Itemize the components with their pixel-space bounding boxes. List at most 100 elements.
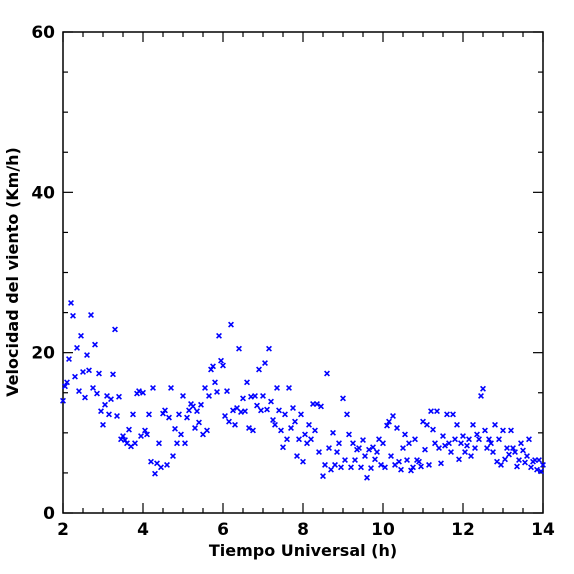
data-point (508, 427, 514, 434)
data-point (406, 440, 412, 447)
data-point (526, 436, 532, 443)
data-point (366, 446, 372, 453)
data-point (284, 436, 290, 443)
data-point (140, 389, 146, 396)
data-point (452, 436, 458, 443)
data-point (220, 362, 226, 369)
data-point (474, 431, 480, 438)
data-point (402, 431, 408, 438)
data-point (516, 457, 522, 464)
data-point (454, 421, 460, 428)
data-point (164, 461, 170, 468)
data-point (90, 384, 96, 391)
data-point (86, 367, 92, 374)
data-point (538, 468, 544, 475)
data-point (534, 466, 540, 473)
data-point (256, 366, 262, 373)
data-point (204, 427, 210, 434)
x-tick-label: 10 (371, 520, 395, 540)
data-point (146, 411, 152, 418)
data-point (210, 363, 216, 370)
data-point (400, 445, 406, 452)
data-point (232, 421, 238, 428)
data-point (388, 453, 394, 460)
data-point (278, 427, 284, 434)
data-point (118, 436, 124, 443)
data-point (282, 411, 288, 418)
data-point (160, 410, 166, 417)
data-point (98, 408, 104, 415)
data-point (330, 429, 336, 436)
data-point (336, 440, 342, 447)
data-point (254, 402, 260, 409)
y-axis-label: Velocidad del viento (Km/h) (3, 147, 22, 397)
data-point (304, 440, 310, 447)
data-point (296, 436, 302, 443)
data-point (228, 321, 234, 328)
data-point (286, 384, 292, 391)
data-point (70, 312, 76, 319)
data-point (360, 437, 366, 444)
data-point (80, 368, 86, 375)
tick-labels: 2 4 6 8 10 12 14 0 20 40 60 (31, 23, 555, 540)
data-point (122, 437, 128, 444)
data-point (158, 464, 164, 471)
data-point (224, 388, 230, 395)
data-point (248, 393, 254, 400)
data-point (464, 442, 470, 449)
data-point (466, 436, 472, 443)
data-point (300, 458, 306, 465)
data-point (186, 407, 192, 414)
data-point (352, 457, 358, 464)
data-point (290, 405, 296, 411)
data-point (442, 442, 448, 449)
data-point (490, 449, 496, 456)
data-point (136, 388, 142, 395)
data-point (418, 463, 424, 470)
data-point (450, 411, 456, 418)
data-point (514, 463, 520, 470)
data-point (108, 396, 114, 403)
data-point (226, 418, 232, 425)
data-point (222, 413, 228, 419)
x-tick-label: 6 (217, 520, 229, 540)
data-point (236, 345, 242, 352)
data-point (116, 393, 122, 400)
data-point (218, 357, 224, 364)
data-point (152, 470, 158, 477)
data-point (410, 464, 416, 471)
data-point (416, 458, 422, 465)
data-point (148, 458, 154, 465)
data-point (540, 461, 546, 468)
data-point (496, 436, 502, 443)
data-point (150, 384, 156, 391)
data-point (94, 390, 100, 397)
data-point (460, 433, 466, 440)
data-point (262, 360, 268, 367)
data-point (172, 425, 178, 432)
y-tick-label: 0 (43, 504, 55, 524)
data-point (288, 425, 294, 431)
data-point (234, 405, 240, 411)
data-point (74, 344, 80, 351)
data-point (200, 431, 206, 438)
data-point (504, 445, 510, 452)
data-point (408, 467, 414, 474)
data-point (270, 417, 276, 423)
data-point (480, 385, 486, 392)
data-point (212, 379, 218, 386)
data-point (432, 440, 438, 447)
data-point (458, 440, 464, 447)
data-point (428, 408, 434, 415)
data-point (112, 326, 118, 333)
data-point (176, 411, 182, 418)
y-tick-label: 40 (31, 183, 55, 203)
x-tick-label: 2 (57, 520, 69, 540)
data-point (364, 474, 370, 481)
data-point (126, 426, 132, 433)
data-point (436, 445, 442, 452)
data-point (478, 392, 484, 399)
data-point (316, 449, 322, 456)
data-point (82, 394, 88, 401)
data-point (214, 388, 220, 395)
